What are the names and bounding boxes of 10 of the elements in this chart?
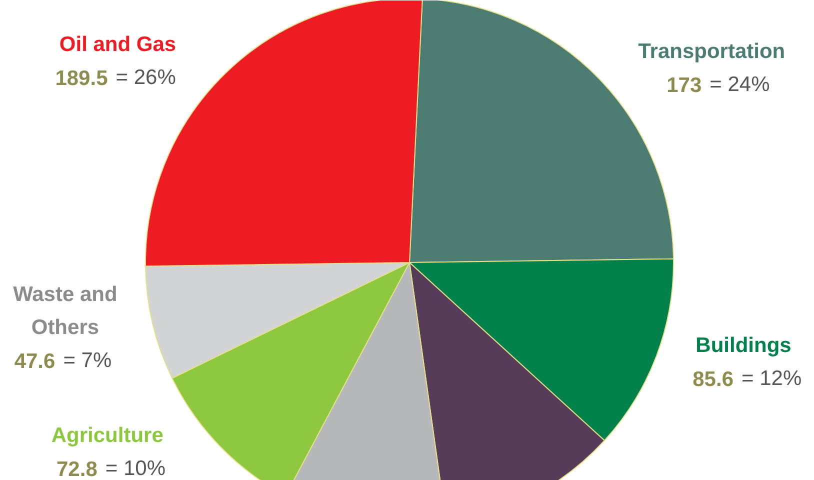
text: 85.6 = 12% — [692, 366, 802, 391]
text: 72.8 = 10% — [56, 457, 166, 480]
slice-label: Buildings — [696, 334, 792, 357]
slice-label: Waste and Others — [13, 282, 118, 339]
text: 173 = 24% — [666, 72, 770, 97]
slice-label: Agriculture — [51, 424, 164, 447]
slice-label: Transportation — [638, 40, 786, 63]
text: 47.6 = 7% — [14, 348, 112, 373]
text: 189.5 = 26% — [55, 66, 176, 90]
slice-label: Oil and Gas — [59, 33, 176, 56]
